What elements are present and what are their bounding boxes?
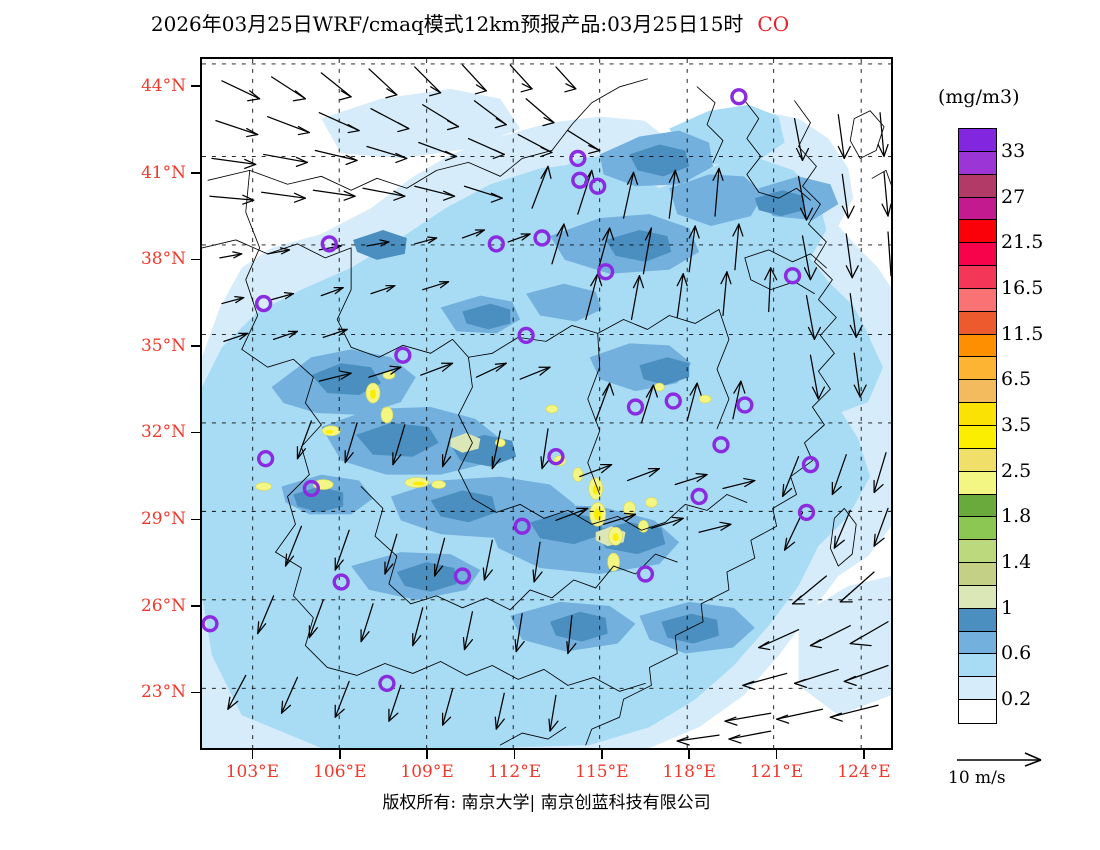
x-axis-tick — [426, 750, 428, 759]
colorbar-tick-label: 11.5 — [1001, 322, 1044, 345]
colorbar-tick-label: 27 — [1001, 185, 1026, 208]
colorbar-tick-label: 2.5 — [1001, 459, 1032, 482]
colorbar-unit-label: (mg/m3) — [938, 86, 1020, 108]
colorbar-tick-label: 0.2 — [1001, 688, 1032, 711]
y-axis-tick-label: 38°N — [140, 249, 186, 270]
colorbar-tick-label: 21.5 — [1001, 231, 1044, 254]
colorbar-band — [959, 380, 996, 404]
y-axis-tick-label: 41°N — [140, 162, 186, 183]
copyright-footer: 版权所有: 南京大学| 南京创蓝科技有限公司 — [382, 793, 711, 813]
y-axis-tick — [191, 258, 200, 261]
colorbar-tick-label: 1 — [1001, 596, 1014, 619]
x-axis-tick-label: 112°E — [487, 762, 542, 782]
wind-scale-label: 10 m/s — [948, 768, 1006, 788]
map-svg — [202, 59, 891, 748]
station-markers — [202, 88, 820, 693]
colorbar-band — [959, 311, 996, 335]
colorbar-band — [959, 425, 996, 449]
title-text: 2026年03月25日WRF/cmaq模式12km预报产品:03月25日15时 — [150, 12, 744, 36]
x-axis-tick-label: 121°E — [749, 762, 804, 782]
colorbar[interactable] — [958, 128, 997, 724]
y-axis-tick — [191, 85, 200, 87]
x-axis-tick — [513, 750, 516, 759]
wind-scale-legend — [955, 748, 1075, 794]
page-title: 2026年03月25日WRF/cmaq模式12km预报产品:03月25日15时 C… — [0, 8, 940, 37]
x-axis-tick-label: 103°E — [225, 762, 280, 782]
colorbar-band — [959, 677, 996, 701]
colorbar-tick-label: 33 — [1001, 139, 1026, 162]
y-axis-tick — [191, 605, 200, 607]
y-axis-tick-label: 23°N — [140, 682, 186, 703]
wind-scale-arrow-icon — [957, 752, 1042, 767]
colorbar-band — [959, 654, 996, 678]
y-axis-tick-label: 26°N — [140, 595, 186, 616]
colorbar-band — [959, 700, 996, 723]
x-axis-tick — [863, 750, 865, 759]
x-axis-tick — [339, 750, 341, 759]
y-axis-tick-label: 29°N — [140, 509, 186, 529]
x-axis-tick — [251, 750, 254, 759]
y-axis-tick-label: 32°N — [140, 422, 186, 443]
x-axis-tick — [688, 750, 690, 759]
colorbar-band — [959, 266, 996, 289]
y-axis-tick — [191, 691, 200, 694]
species-label: CO — [757, 12, 790, 36]
colorbar-band — [959, 220, 996, 244]
x-axis-tick-label: 118°E — [662, 762, 716, 782]
colorbar-tick-label: 16.5 — [1001, 276, 1044, 299]
colorbar-band — [959, 174, 996, 198]
colorbar-band — [959, 357, 996, 381]
x-axis-tick — [601, 750, 603, 759]
colorbar-tick-label: 1.4 — [1001, 551, 1032, 574]
colorbar-band — [959, 494, 996, 518]
x-axis-tick — [775, 750, 778, 759]
y-axis-tick-label: 44°N — [140, 75, 186, 96]
colorbar-band — [959, 129, 996, 152]
x-axis-tick-label: 109°E — [400, 762, 454, 782]
y-axis-tick — [191, 172, 200, 174]
colorbar-tick-label: 1.8 — [1001, 505, 1032, 528]
y-axis-tick — [191, 431, 200, 434]
wind-vector-field — [209, 64, 891, 746]
colorbar-band — [959, 471, 996, 495]
colorbar-band — [959, 608, 996, 632]
map-plot-area[interactable] — [200, 57, 893, 750]
colorbar-band — [959, 197, 996, 221]
colorbar-band — [959, 517, 996, 541]
colorbar-band — [959, 448, 996, 472]
colorbar-band — [959, 585, 996, 609]
colorbar-band — [959, 403, 996, 426]
y-axis-tick-label: 35°N — [140, 335, 186, 356]
colorbar-band — [959, 288, 996, 312]
x-axis-tick-label: 106°E — [313, 762, 367, 782]
colorbar-band — [959, 334, 996, 358]
colorbar-tick-label: 3.5 — [1001, 414, 1032, 436]
colorbar-band — [959, 540, 996, 564]
colorbar-tick-label: 0.6 — [1001, 642, 1032, 665]
x-axis-tick-label: 115°E — [575, 762, 629, 782]
x-axis-tick-label: 124°E — [837, 762, 891, 782]
colorbar-band — [959, 631, 996, 655]
y-axis-tick — [191, 345, 200, 347]
map-canvas — [202, 59, 891, 748]
colorbar-tick-label: 6.5 — [1001, 368, 1032, 391]
colorbar-band — [959, 243, 996, 267]
colorbar-band — [959, 151, 996, 175]
colorbar-band — [959, 563, 996, 586]
y-axis-tick — [191, 518, 200, 520]
